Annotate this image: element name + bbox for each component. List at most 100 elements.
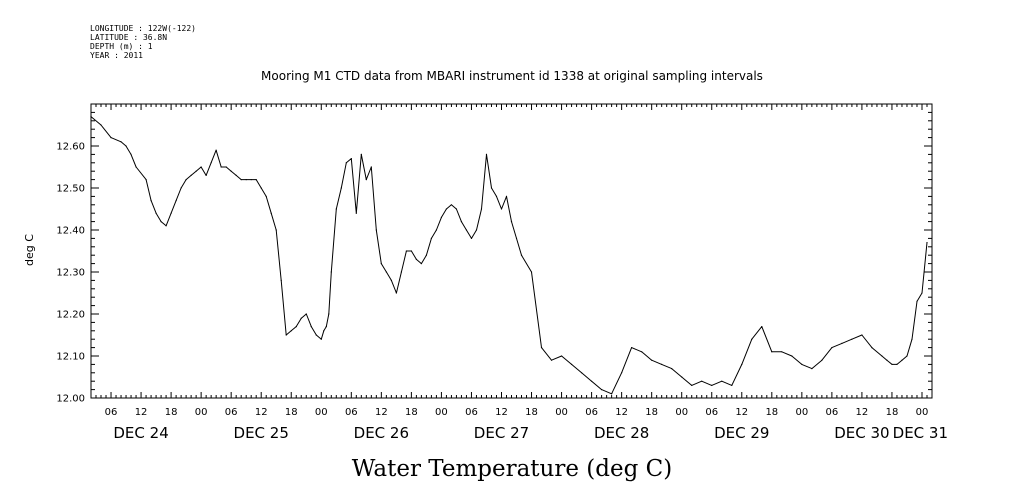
data-point xyxy=(125,145,127,147)
data-point xyxy=(420,263,422,265)
data-point xyxy=(340,187,342,189)
data-point xyxy=(731,384,733,386)
data-point xyxy=(641,351,643,353)
data-point xyxy=(886,359,888,361)
data-point xyxy=(851,338,853,340)
x-tick-label: 18 xyxy=(886,407,899,418)
x-tick-label: 12 xyxy=(135,407,148,418)
data-point xyxy=(385,271,387,273)
data-point xyxy=(100,124,102,126)
data-point xyxy=(916,300,918,302)
data-point xyxy=(671,368,673,370)
data-point xyxy=(350,158,352,160)
x-tick-label: 18 xyxy=(645,407,658,418)
data-point xyxy=(475,229,478,231)
data-point xyxy=(360,153,362,155)
data-point xyxy=(245,179,247,181)
data-point xyxy=(415,258,417,260)
data-point xyxy=(651,359,653,361)
day-label: DEC 30 xyxy=(834,424,889,442)
day-label: DEC 31 xyxy=(893,424,948,442)
data-point xyxy=(515,237,518,239)
data-point xyxy=(185,179,187,181)
x-tick-label: 12 xyxy=(735,407,748,418)
data-point xyxy=(175,200,177,202)
data-point xyxy=(260,187,262,189)
x-tick-label: 18 xyxy=(765,407,778,418)
x-tick-label: 12 xyxy=(375,407,388,418)
data-point xyxy=(435,229,438,231)
x-tick-label: 12 xyxy=(495,407,508,418)
data-point xyxy=(470,237,473,239)
data-point xyxy=(681,376,683,378)
data-point xyxy=(375,229,377,231)
data-point xyxy=(200,166,202,168)
data-point xyxy=(540,347,543,349)
x-tick-label: 18 xyxy=(525,407,538,418)
data-point xyxy=(410,250,412,252)
data-point xyxy=(480,208,483,210)
data-point xyxy=(110,137,112,139)
data-point xyxy=(300,317,302,319)
data-point xyxy=(295,326,297,328)
data-point xyxy=(510,221,513,223)
x-tick-label: 00 xyxy=(435,407,448,418)
data-point xyxy=(320,338,322,340)
chart-title: Mooring M1 CTD data from MBARI instrumen… xyxy=(261,69,763,83)
day-label: DEC 28 xyxy=(594,424,649,442)
day-label: DEC 26 xyxy=(354,424,409,442)
data-point xyxy=(205,174,207,176)
x-tick-label: 00 xyxy=(195,407,208,418)
data-point xyxy=(345,162,347,164)
data-point xyxy=(325,326,327,328)
data-point xyxy=(691,384,693,386)
x-tick-label: 06 xyxy=(225,407,238,418)
data-point xyxy=(621,372,623,374)
x-tick-label: 12 xyxy=(255,407,268,418)
data-point xyxy=(505,195,508,197)
data-point xyxy=(570,363,573,365)
data-point xyxy=(190,174,192,176)
data-point xyxy=(225,166,227,168)
meta-depth: DEPTH (m) : 1 xyxy=(90,42,153,51)
data-point xyxy=(370,166,372,168)
data-point xyxy=(250,179,252,181)
data-point xyxy=(335,208,337,210)
data-point xyxy=(285,334,287,336)
data-point xyxy=(631,347,633,349)
data-point xyxy=(831,347,833,349)
data-point xyxy=(145,179,147,181)
x-tick-label: 18 xyxy=(165,407,178,418)
data-point xyxy=(328,313,330,315)
x-axis-label: Water Temperature (deg C) xyxy=(352,456,672,482)
data-point xyxy=(611,393,613,395)
data-point xyxy=(500,208,503,210)
data-point xyxy=(821,359,823,361)
data-point xyxy=(460,221,463,223)
y-tick-label: 12.30 xyxy=(56,268,85,279)
data-point xyxy=(195,170,197,172)
x-tick-label: 00 xyxy=(675,407,688,418)
y-axis-label: deg C xyxy=(23,234,36,266)
meta-longitude: LONGITUDE : 122W(-122) xyxy=(90,24,196,33)
data-point xyxy=(721,380,723,382)
x-tick-label: 06 xyxy=(585,407,598,418)
y-tick-label: 12.60 xyxy=(56,142,85,153)
data-point xyxy=(265,195,267,197)
data-point xyxy=(701,380,703,382)
x-tick-label: 00 xyxy=(795,407,808,418)
x-tick-label: 12 xyxy=(856,407,869,418)
data-point xyxy=(485,153,488,155)
data-point xyxy=(210,162,212,164)
data-point xyxy=(323,330,325,332)
series-line xyxy=(90,116,928,395)
data-point xyxy=(310,326,312,328)
data-point xyxy=(215,149,217,151)
data-point xyxy=(841,342,843,344)
data-point xyxy=(530,271,533,273)
data-point xyxy=(711,384,713,386)
data-point xyxy=(881,355,883,357)
data-point xyxy=(405,250,407,252)
data-point xyxy=(170,212,172,214)
